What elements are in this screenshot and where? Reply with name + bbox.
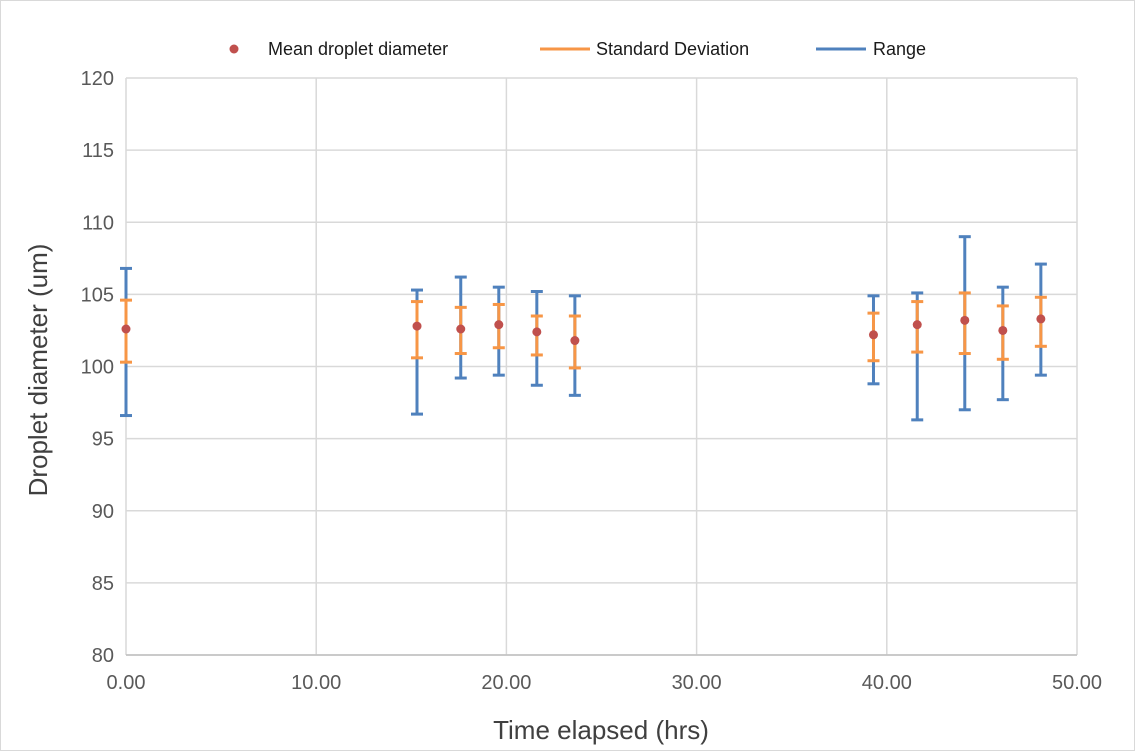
- y-tick-label: 100: [81, 357, 114, 379]
- y-axis-title: Droplet diameter (um): [23, 244, 53, 497]
- x-axis-title: Time elapsed (hrs): [493, 715, 709, 745]
- y-tick-label: 85: [92, 573, 114, 595]
- mean-point: [912, 320, 922, 330]
- y-tick-label: 95: [92, 429, 114, 451]
- mean-point: [121, 324, 131, 334]
- x-tick-label: 30.00: [672, 672, 722, 694]
- y-tick-label: 110: [82, 212, 114, 234]
- legend-mean-label: Mean droplet diameter: [268, 39, 448, 59]
- mean-point: [412, 321, 422, 331]
- legend: Mean droplet diameter Standard Deviation…: [229, 39, 926, 59]
- y-axis-tick-labels: 80 85 90 95 100 105 110 115 120: [81, 68, 114, 667]
- y-tick-label: 115: [82, 140, 114, 162]
- legend-range-label: Range: [873, 39, 926, 59]
- data-series: [120, 235, 1047, 422]
- y-tick-label: 80: [92, 645, 114, 667]
- x-tick-label: 50.00: [1052, 672, 1102, 694]
- legend-std-label: Standard Deviation: [596, 39, 749, 59]
- x-tick-label: 20.00: [481, 672, 531, 694]
- mean-point: [868, 330, 878, 340]
- mean-point: [998, 325, 1008, 335]
- y-tick-label: 120: [81, 68, 114, 90]
- mean-point: [960, 315, 970, 325]
- mean-point: [532, 327, 542, 337]
- y-tick-label: 90: [92, 501, 114, 523]
- x-axis-tick-labels: 0.00 10.00 20.00 30.00 40.00 50.00: [107, 672, 1103, 694]
- x-tick-label: 0.00: [107, 672, 146, 694]
- gridlines: [125, 77, 1078, 656]
- y-tick-label: 105: [81, 284, 114, 306]
- mean-point: [1036, 314, 1046, 324]
- legend-mean-marker: [229, 44, 239, 54]
- x-tick-label: 10.00: [291, 672, 341, 694]
- x-tick-label: 40.00: [862, 672, 912, 694]
- mean-point: [570, 336, 580, 346]
- mean-point: [494, 320, 504, 330]
- mean-point: [456, 324, 466, 334]
